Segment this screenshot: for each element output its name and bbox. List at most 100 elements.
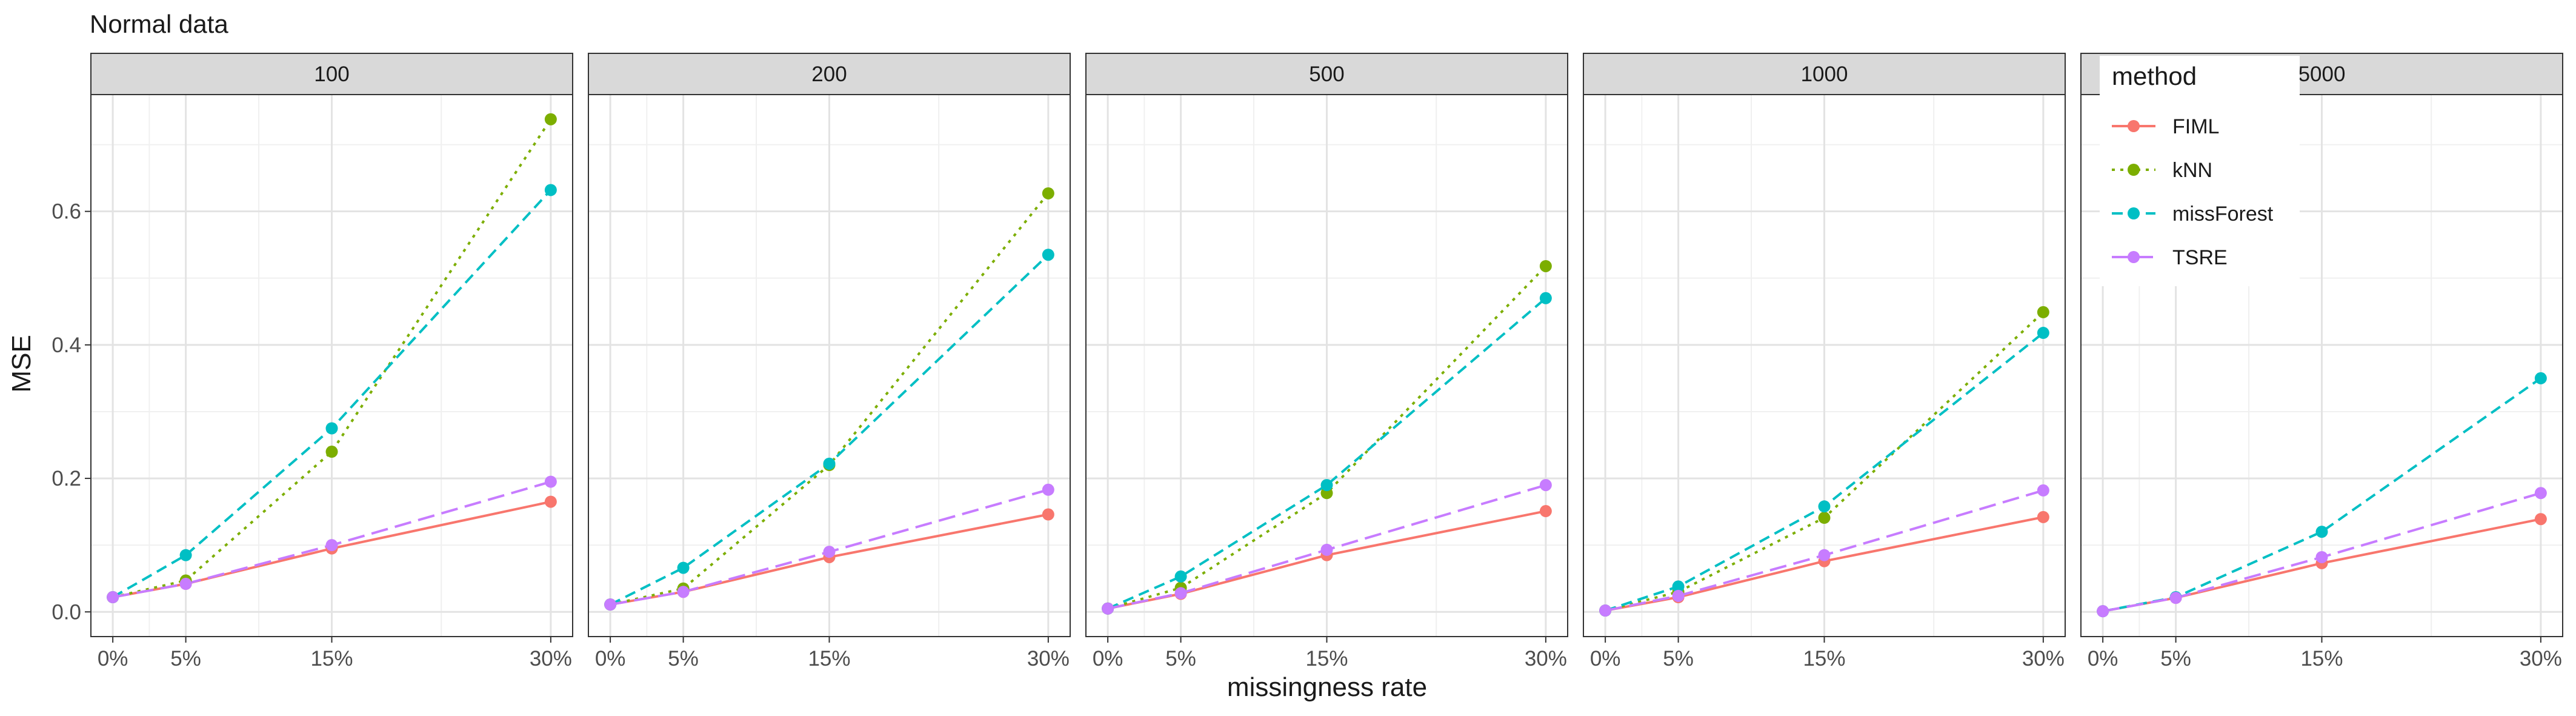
data-point-missForest (2534, 372, 2547, 384)
data-point-TSRE (1672, 589, 1685, 602)
legend-key-point (2128, 251, 2140, 263)
series-line-missForest (610, 253, 1050, 606)
data-point-missForest (325, 422, 338, 435)
panel-1000: 1000 0% 5% 15% 30% (1583, 53, 2066, 671)
facet-strip-label: 100 (314, 62, 349, 86)
x-tick-label: 5% (170, 647, 201, 671)
x-tick-label: 0% (98, 647, 128, 671)
x-tick-label: 0% (2088, 647, 2118, 671)
x-tick-label: 15% (1305, 647, 1348, 671)
x-tick-label: 30% (1027, 647, 1070, 671)
data-point-kNN (2037, 306, 2049, 318)
facet-strip-label: 500 (1309, 62, 1344, 86)
legend-title: method (2112, 62, 2197, 90)
data-point-TSRE (2534, 487, 2547, 500)
facet-strip-label: 200 (811, 62, 847, 86)
series-line-kNN (112, 118, 552, 598)
x-tick-label: 15% (2300, 647, 2343, 671)
data-point-TSRE (107, 591, 119, 604)
x-tick-label: 30% (2022, 647, 2065, 671)
x-tick-label: 5% (2160, 647, 2191, 671)
facet-strip-label: 5000 (2298, 62, 2346, 86)
data-point-TSRE (1320, 543, 1333, 556)
data-point-TSRE (1102, 602, 1114, 615)
legend: method FIML kNN missForest TSRE (2100, 56, 2300, 286)
y-tick-label: 0.6 (52, 200, 81, 224)
x-tick-label: 15% (1803, 647, 1845, 671)
series-line-TSRE (2102, 492, 2541, 613)
facet-strip (1085, 53, 1568, 95)
data-point-kNN (1042, 187, 1054, 199)
data-point-TSRE (1174, 587, 1187, 600)
series-line-kNN (1107, 265, 1547, 610)
facet-strip (588, 53, 1071, 95)
facet-strip-label: 1000 (1801, 62, 1848, 86)
data-point-missForest (1042, 249, 1054, 261)
x-tick-label: 5% (1165, 647, 1196, 671)
series-line-TSRE (610, 488, 1049, 606)
x-tick-label: 0% (595, 647, 626, 671)
data-point-missForest (2315, 526, 2328, 538)
facet-strip (90, 53, 573, 95)
data-point-TSRE (1539, 479, 1552, 492)
data-point-kNN (325, 446, 338, 458)
series-line-missForest (1605, 332, 2045, 612)
legend-key-point (2128, 120, 2140, 132)
y-tick-label: 0.4 (52, 333, 81, 357)
data-point-TSRE (1599, 604, 1612, 617)
x-tick-label: 0% (1590, 647, 1621, 671)
panel-200: 200 0% 5% 15% 30% (588, 53, 1071, 671)
facet-strip (1583, 53, 2066, 95)
data-point-TSRE (325, 539, 338, 552)
data-point-missForest (1818, 500, 1831, 513)
data-point-missForest (2037, 327, 2049, 340)
y-axis-label: MSE (7, 335, 36, 392)
legend-entry-label: kNN (2172, 159, 2212, 182)
data-point-missForest (544, 184, 557, 196)
data-point-missForest (1539, 292, 1552, 304)
data-point-missForest (677, 561, 690, 574)
data-point-kNN (544, 113, 557, 125)
data-point-kNN (1818, 512, 1831, 524)
x-tick-label: 5% (1663, 647, 1694, 671)
series-line-kNN (610, 192, 1050, 606)
panel-100: 100 0% 5% 15% 30% 0.0 0.2 0.4 0.6 (52, 53, 573, 671)
legend-key-point (2128, 207, 2140, 219)
data-point-FIML (1539, 505, 1552, 518)
series-line-TSRE (1605, 489, 2044, 612)
x-tick-label: 0% (1093, 647, 1123, 671)
data-point-FIML (2534, 513, 2547, 526)
x-tick-label: 15% (808, 647, 850, 671)
x-axis-label: missingness rate (1227, 672, 1427, 702)
data-point-kNN (1539, 259, 1552, 272)
x-tick-label: 30% (530, 647, 572, 671)
series-line-missForest (112, 189, 552, 598)
chart-title: Normal data (90, 10, 228, 38)
legend-entry-label: TSRE (2172, 246, 2228, 269)
x-tick-label: 5% (668, 647, 699, 671)
legend-key-point (2128, 164, 2140, 176)
data-point-TSRE (604, 598, 617, 611)
data-point-missForest (1672, 580, 1685, 593)
data-point-TSRE (2169, 592, 2182, 604)
data-point-missForest (823, 457, 836, 470)
x-tick-label: 15% (310, 647, 353, 671)
series-line-TSRE (112, 480, 551, 598)
legend-entry-label: missForest (2172, 202, 2274, 226)
legend-entry-label: FIML (2172, 115, 2219, 138)
data-point-FIML (2037, 510, 2049, 523)
series-line-missForest (1107, 297, 1547, 610)
data-point-TSRE (2315, 550, 2328, 563)
x-tick-label: 30% (1525, 647, 1567, 671)
data-point-TSRE (2037, 484, 2049, 497)
x-tick-label: 30% (2520, 647, 2562, 671)
data-point-TSRE (1818, 549, 1831, 561)
data-point-TSRE (2097, 605, 2109, 618)
y-tick-label: 0.0 (52, 600, 81, 624)
data-point-TSRE (823, 546, 836, 558)
panel-500: 500 0% 5% 15% 30% (1085, 53, 1568, 671)
data-point-FIML (544, 495, 557, 508)
series-line-TSRE (1107, 484, 1546, 610)
data-point-missForest (179, 549, 192, 561)
